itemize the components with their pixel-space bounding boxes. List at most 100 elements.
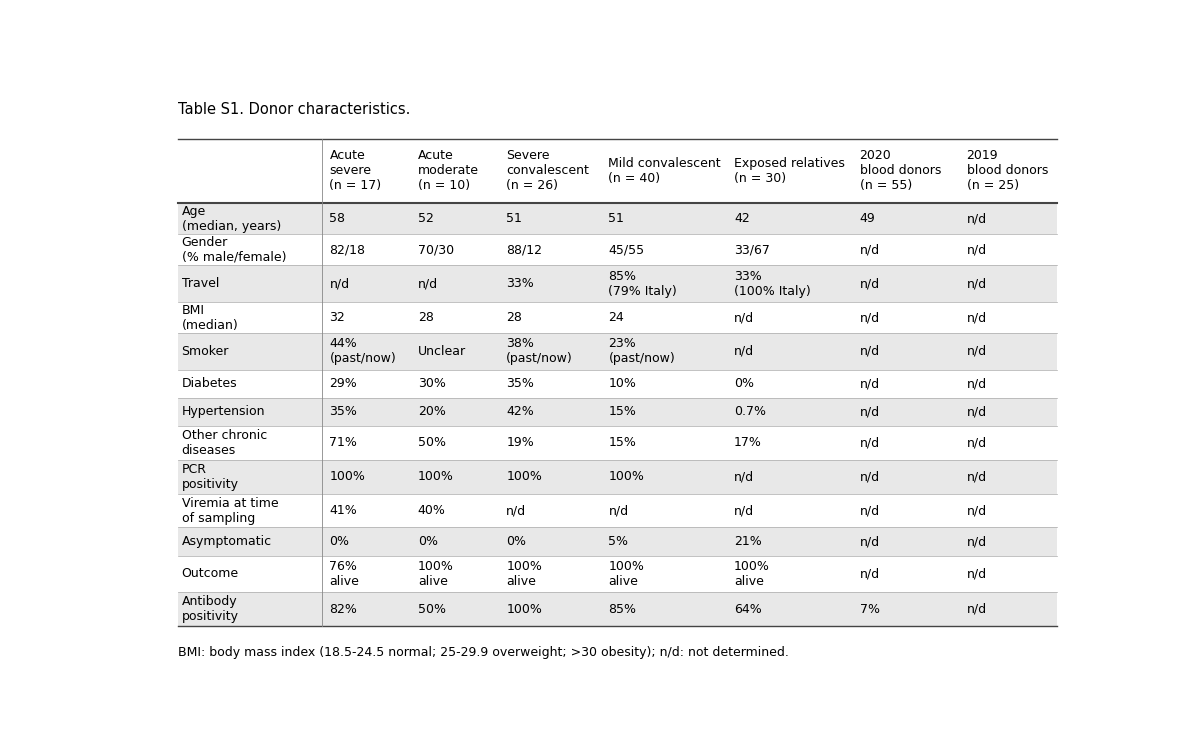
Text: n/d: n/d [734, 470, 754, 483]
Text: BMI
(median): BMI (median) [181, 304, 239, 332]
Text: 100%
alive: 100% alive [608, 560, 644, 588]
Text: 50%: 50% [418, 436, 446, 449]
Text: n/d: n/d [966, 212, 986, 225]
Text: Other chronic
diseases: Other chronic diseases [181, 429, 266, 457]
Text: 100%
alive: 100% alive [506, 560, 542, 588]
Text: 32: 32 [330, 311, 346, 324]
Text: Diabetes: Diabetes [181, 377, 238, 390]
Bar [178, 493, 1057, 528]
Text: 100%
alive: 100% alive [418, 560, 454, 588]
Text: 100%: 100% [608, 470, 644, 483]
Text: Hypertension: Hypertension [181, 406, 265, 419]
Text: 45/55: 45/55 [608, 243, 644, 256]
Bar [178, 460, 1057, 493]
Bar [178, 398, 1057, 426]
Text: n/d: n/d [859, 406, 880, 419]
Text: 15%: 15% [608, 436, 636, 449]
Text: n/d: n/d [608, 504, 629, 517]
Text: n/d: n/d [966, 406, 986, 419]
Text: 28: 28 [418, 311, 433, 324]
Text: n/d: n/d [966, 311, 986, 324]
Text: Outcome: Outcome [181, 567, 239, 580]
Text: Exposed relatives
(n = 30): Exposed relatives (n = 30) [734, 157, 845, 185]
Text: 100%
alive: 100% alive [734, 560, 770, 588]
Text: 64%: 64% [734, 602, 762, 616]
Text: 17%: 17% [734, 436, 762, 449]
Text: 0.7%: 0.7% [734, 406, 766, 419]
Text: n/d: n/d [734, 345, 754, 358]
Text: 20%: 20% [418, 406, 445, 419]
Text: n/d: n/d [966, 243, 986, 256]
Text: Unclear: Unclear [418, 345, 466, 358]
Text: 82/18: 82/18 [330, 243, 366, 256]
Bar [178, 426, 1057, 460]
Text: 51: 51 [608, 212, 624, 225]
Text: Acute
severe
(n = 17): Acute severe (n = 17) [330, 149, 382, 193]
Text: 88/12: 88/12 [506, 243, 542, 256]
Text: Age
(median, years): Age (median, years) [181, 205, 281, 233]
Text: Severe
convalescent
(n = 26): Severe convalescent (n = 26) [506, 149, 589, 193]
Bar [178, 266, 1057, 302]
Text: Antibody
positivity: Antibody positivity [181, 595, 239, 623]
Text: n/d: n/d [734, 504, 754, 517]
Text: n/d: n/d [859, 277, 880, 290]
Text: n/d: n/d [966, 345, 986, 358]
Text: BMI: body mass index (18.5-24.5 normal; 25-29.9 overweight; >30 obesity); n/d: n: BMI: body mass index (18.5-24.5 normal; … [178, 646, 788, 659]
Text: n/d: n/d [859, 535, 880, 548]
Text: 19%: 19% [506, 436, 534, 449]
Text: 23%
(past/now): 23% (past/now) [608, 337, 676, 365]
Text: n/d: n/d [859, 504, 880, 517]
Bar [178, 592, 1057, 626]
Text: n/d: n/d [859, 567, 880, 580]
Text: 7%: 7% [859, 602, 880, 616]
Text: 42%: 42% [506, 406, 534, 419]
Text: n/d: n/d [966, 277, 986, 290]
Text: n/d: n/d [418, 277, 438, 290]
Text: 0%: 0% [330, 535, 349, 548]
Text: n/d: n/d [859, 243, 880, 256]
Text: n/d: n/d [859, 436, 880, 449]
Text: 100%: 100% [506, 602, 542, 616]
Bar [178, 370, 1057, 398]
Text: 76%
alive: 76% alive [330, 560, 359, 588]
Text: 100%: 100% [418, 470, 454, 483]
Text: Asymptomatic: Asymptomatic [181, 535, 271, 548]
Text: 33/67: 33/67 [734, 243, 770, 256]
Text: Acute
moderate
(n = 10): Acute moderate (n = 10) [418, 149, 479, 193]
Bar [178, 333, 1057, 370]
Text: n/d: n/d [966, 602, 986, 616]
Text: 24: 24 [608, 311, 624, 324]
Text: 29%: 29% [330, 377, 358, 390]
Text: PCR
positivity: PCR positivity [181, 463, 239, 490]
Text: 49: 49 [859, 212, 875, 225]
Text: n/d: n/d [859, 345, 880, 358]
Text: Travel: Travel [181, 277, 218, 290]
Text: 33%: 33% [506, 277, 534, 290]
Text: 0%: 0% [734, 377, 754, 390]
Text: n/d: n/d [966, 504, 986, 517]
Text: n/d: n/d [966, 377, 986, 390]
Text: 71%: 71% [330, 436, 358, 449]
Text: 85%
(79% Italy): 85% (79% Italy) [608, 269, 677, 298]
Text: 33%
(100% Italy): 33% (100% Italy) [734, 269, 811, 298]
Text: n/d: n/d [506, 504, 527, 517]
Bar [178, 302, 1057, 333]
Text: 21%: 21% [734, 535, 762, 548]
Text: 2019
blood donors
(n = 25): 2019 blood donors (n = 25) [966, 149, 1048, 193]
Text: 50%: 50% [418, 602, 446, 616]
Text: n/d: n/d [330, 277, 349, 290]
Text: Table S1. Donor characteristics.: Table S1. Donor characteristics. [178, 102, 410, 117]
Text: 2020
blood donors
(n = 55): 2020 blood donors (n = 55) [859, 149, 941, 193]
Text: 30%: 30% [418, 377, 445, 390]
Text: 41%: 41% [330, 504, 358, 517]
Text: 70/30: 70/30 [418, 243, 454, 256]
Text: Mild convalescent
(n = 40): Mild convalescent (n = 40) [608, 157, 721, 185]
Text: 82%: 82% [330, 602, 358, 616]
Text: 100%: 100% [506, 470, 542, 483]
Text: 38%
(past/now): 38% (past/now) [506, 337, 572, 365]
Text: n/d: n/d [859, 377, 880, 390]
Text: 40%: 40% [418, 504, 445, 517]
Text: Viremia at time
of sampling: Viremia at time of sampling [181, 496, 278, 525]
Text: n/d: n/d [859, 311, 880, 324]
Text: 5%: 5% [608, 535, 629, 548]
